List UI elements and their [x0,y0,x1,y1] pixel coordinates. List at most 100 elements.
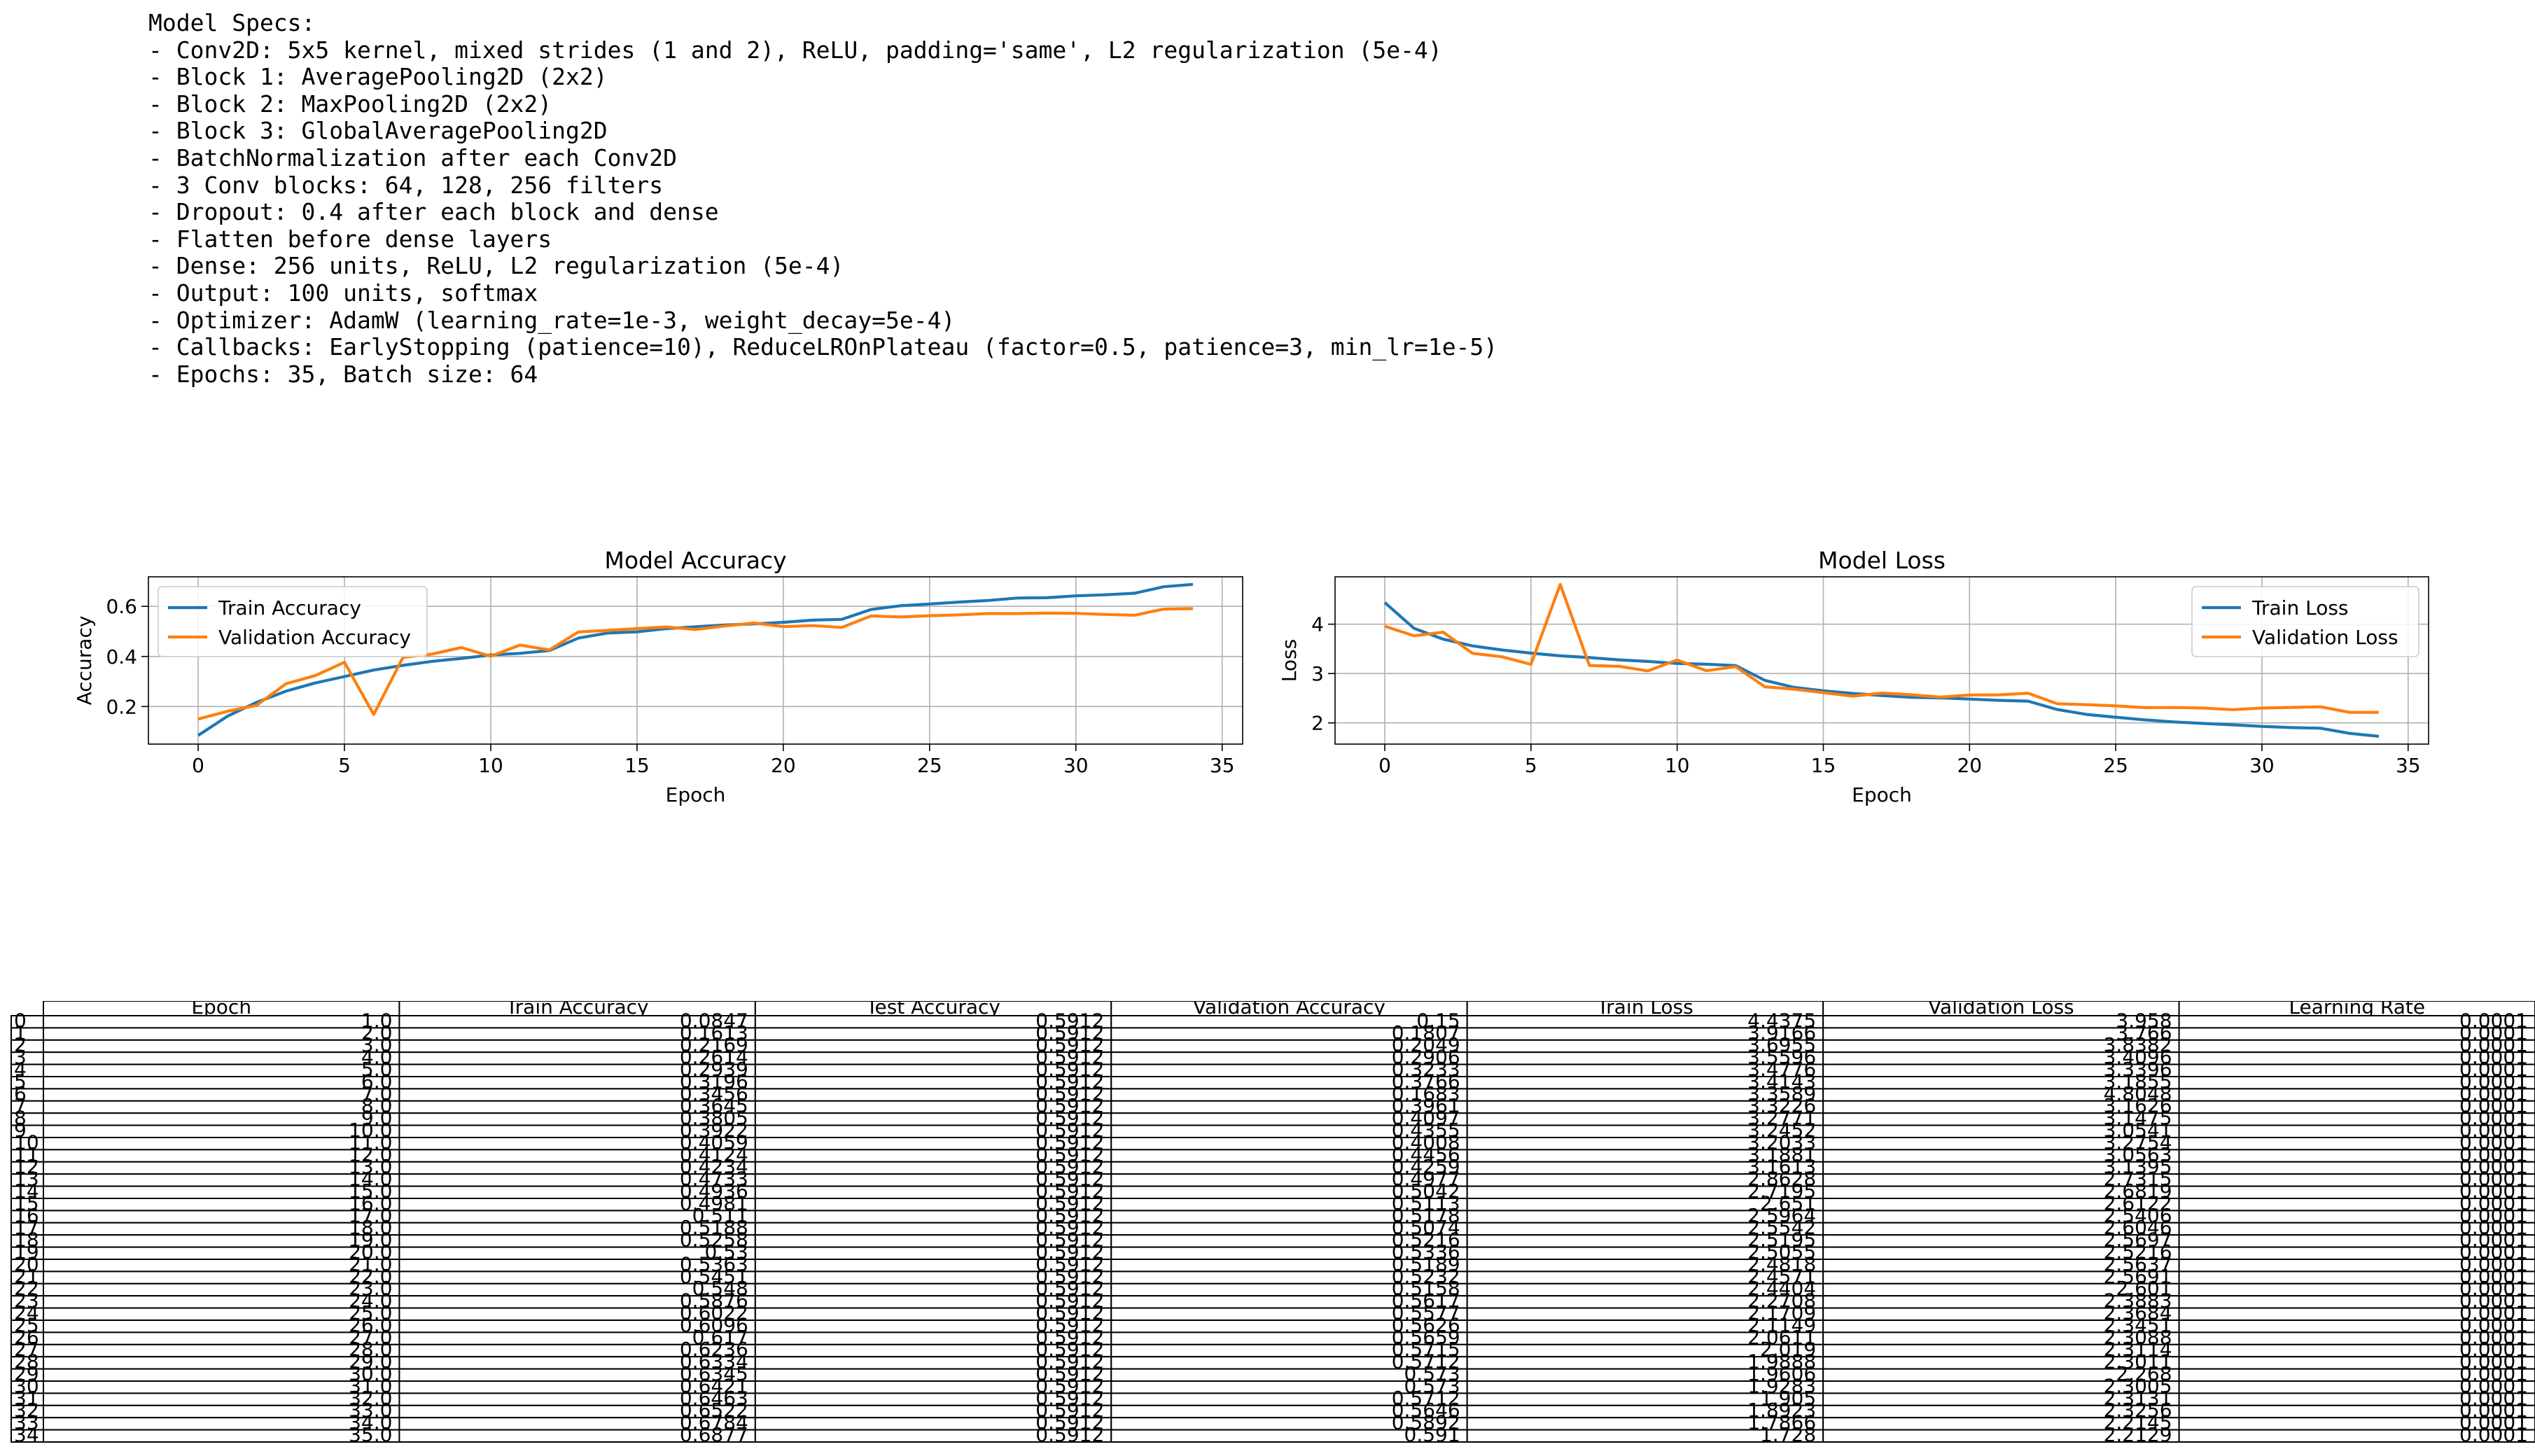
y-tick-label: 3 [1311,662,1324,685]
table-cell [43,1124,400,1139]
x-tick-label: 25 [917,754,942,777]
legend: Train Loss Validation Loss [2191,586,2419,657]
spec-line: - Block 3: GlobalAveragePooling2D [148,117,608,145]
spec-line: - Optimizer: AdamW (learning_rate=1e-3, … [148,306,956,334]
table-cell [43,1259,400,1273]
chart-title: Model Accuracy [604,547,786,574]
y-tick-label: 2 [1311,712,1324,735]
model-specs: Model Specs: - Conv2D: 5x5 kernel, mixed … [148,9,1497,388]
table-cell [43,1173,400,1187]
x-tick-label: 30 [2249,754,2275,777]
table-index-label: 2 [14,1033,27,1056]
table-cell [43,1051,400,1065]
table-cell [43,1088,400,1102]
plot-frame [1334,576,2429,745]
table-index-label: 0 [14,1009,27,1032]
table-cell-value: 2.2129 [2104,1423,2172,1446]
spec-line: - BatchNormalization after each Conv2D [148,144,677,172]
table-cell [43,1112,400,1126]
x-tick-label: 0 [1378,754,1391,777]
table-cell [43,1246,400,1261]
legend-box [158,586,428,657]
x-axis-label: Epoch [666,783,726,806]
accuracy-chart: 0 5 10 15 20 25 30 35 0.2 0.4 0.6 Model Accuracy Epo… [73,547,1243,806]
x-tick-label: 35 [1210,754,1235,777]
table-cell [43,1076,400,1090]
legend-label: Train Loss [2251,596,2349,620]
table-cell [43,1198,400,1212]
table-cell [43,1161,400,1175]
table-cell [43,1270,400,1284]
table-cell-value: 0.0001 [2459,1423,2528,1446]
legend-box [2191,586,2419,657]
table-cell [43,1331,400,1345]
table-cell [43,1320,400,1334]
x-tick-label: 15 [624,754,650,777]
table-cell [43,1222,400,1236]
table-cell [43,1307,400,1322]
table-index-label: 34 [14,1423,39,1446]
spec-line: - Dropout: 0.4 after each block and dens… [148,198,719,226]
spec-line: - Dense: 256 units, ReLU, L2 regularizat… [148,252,844,280]
series-line-train [1383,601,2380,738]
spec-line: - Block 1: AveragePooling2D (2x2) [148,63,608,91]
y-tick-label: 0.2 [106,695,137,718]
x-tick-label: 10 [1665,754,1690,777]
table-cell [43,1015,400,1029]
x-tick-label: 30 [1063,754,1089,777]
table-cell-value: 1.728 [1760,1423,1816,1446]
spec-line: - Block 2: MaxPooling2D (2x2) [148,90,552,118]
table-cell [43,1295,400,1309]
table-cell-value: 35.0 [349,1423,392,1446]
spec-line: - Output: 100 units, softmax [148,279,538,307]
table-cell [43,1417,400,1431]
table-cell [43,1100,400,1114]
table-index-label: 4 [14,1058,27,1081]
table-index-label: 1 [14,1021,27,1044]
table-cell [43,1380,400,1394]
series-line-validation [197,607,1194,721]
x-tick-label: 20 [771,754,796,777]
table-cell [43,1356,400,1370]
y-tick-label: 4 [1311,613,1324,636]
table-cell [43,1282,400,1297]
spec-line: - Conv2D: 5x5 kernel, mixed strides (1 a… [148,36,1442,64]
table-cell-value: 0.5912 [1035,1423,1104,1446]
x-tick-label: 20 [1957,754,1982,777]
x-tick-label: 35 [2396,754,2421,777]
y-axis-label: Loss [1278,639,1301,682]
spec-line: - Epochs: 35, Batch size: 64 [148,360,538,388]
loss-chart: 0 5 10 15 20 25 30 35 2 3 4 Model Loss Epoch Loss Trai… [1278,547,2429,806]
x-tick-label: 15 [1811,754,1836,777]
x-axis-label: Epoch [1852,783,1912,806]
y-tick-label: 0.6 [106,595,137,618]
table-cell [43,1039,400,1054]
plot-frame [148,576,1243,745]
table-index-label: 6 [14,1082,27,1105]
y-axis-label: Accuracy [73,616,96,706]
table-cell-value: 0.6877 [680,1423,748,1446]
table-cell [43,1404,400,1419]
table-cell [43,1137,400,1151]
x-tick-label: 0 [192,754,204,777]
table-index-label: 5 [14,1070,27,1093]
metrics-table: Epoch Train Accuracy Test Accuracy Validati… [0,1001,2535,1449]
x-tick-label: 25 [2103,754,2128,777]
spec-line: - Flatten before dense layers [148,225,552,253]
table-index-label: 9 [14,1119,27,1142]
table-cell [43,1027,400,1041]
x-tick-label: 10 [478,754,503,777]
series-line-train [197,582,1194,737]
table-index-label: 7 [14,1094,27,1117]
table-cell [43,1185,400,1200]
legend: Train Accuracy Validation Accuracy [158,586,428,657]
spec-line: Model Specs: [148,9,316,36]
x-tick-label: 5 [338,754,351,777]
table-cell [43,1210,400,1224]
table-cell-value: 0.591 [1404,1423,1460,1446]
legend-label: Train Accuracy [218,596,361,620]
table-index-label: 3 [14,1046,27,1069]
table-cell [43,1368,400,1382]
legend-label: Validation Loss [2252,626,2398,649]
table-cell [2178,1429,2535,1443]
